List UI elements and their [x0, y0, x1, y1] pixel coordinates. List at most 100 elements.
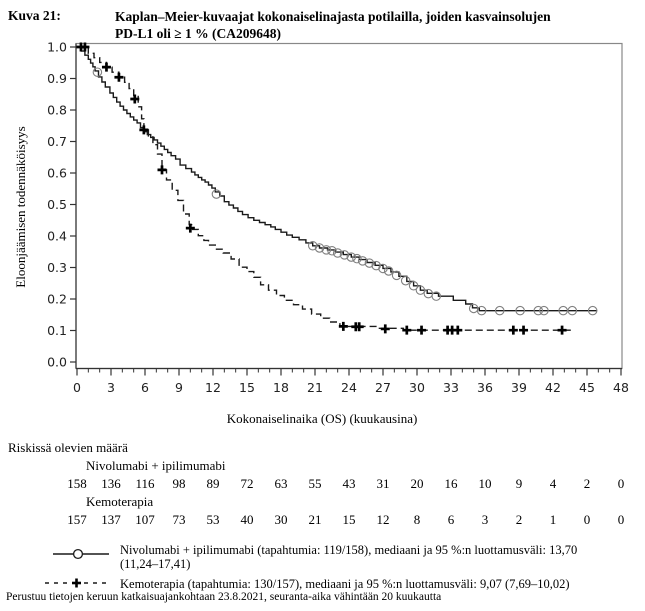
y-tick-label: 0.0 — [47, 354, 67, 369]
x-tick-label: 0 — [73, 380, 81, 395]
risk-row-kemoterapia: 157 137 107 73 53 40 30 21 15 12 8 6 3 2 1 0 0 — [0, 512, 645, 528]
figure-title-line2: PD-L1 oli ≥ 1 % (CA209648) — [115, 26, 282, 41]
x-tick-label: 30 — [409, 380, 425, 395]
risk-count: 10 — [478, 476, 492, 491]
y-tick-label: 0.6 — [47, 165, 67, 180]
censor-mark-plus — [139, 125, 149, 135]
risk-count: 0 — [617, 512, 625, 527]
x-tick-label: 12 — [205, 380, 221, 395]
censor-mark-plus — [354, 322, 364, 332]
x-tick-label: 9 — [175, 380, 183, 395]
censor-mark-plus — [508, 325, 518, 335]
km-curve-nivolumabi-ipilimumabi — [77, 46, 598, 312]
censor-mark-circle — [408, 281, 419, 291]
censor-mark-circle — [314, 243, 325, 253]
risk-count: 21 — [308, 512, 322, 527]
censor-mark-plus — [80, 42, 90, 52]
risk-count: 137 — [101, 512, 121, 527]
censor-mark-circle — [431, 291, 442, 301]
censor-mark-plus — [157, 165, 167, 175]
figure-title: Kaplan–Meier-kuvaajat kokonaiselinajasta… — [115, 8, 620, 42]
censor-mark-circle — [371, 260, 381, 271]
risk-count: 12 — [376, 512, 390, 527]
x-tick-label: 42 — [545, 380, 561, 395]
x-tick-label: 36 — [477, 380, 493, 395]
legend-entry-nivolumabi-ipilimumabi: Nivolumabi + ipilimumabi (tapahtumia: 11… — [120, 543, 635, 571]
footer-note: Perustuu tietojen keruun katkaisuajankoh… — [6, 591, 442, 603]
censor-mark-circle — [391, 270, 402, 281]
figure-number-label: Kuva 21: — [8, 8, 61, 23]
censor-mark-circle — [211, 189, 222, 199]
x-tick-label: 27 — [375, 380, 391, 395]
censor-mark-circle — [92, 67, 103, 77]
risk-table-title: Riskissä olevien määrä — [8, 440, 128, 455]
risk-count: 43 — [342, 476, 356, 491]
risk-count: 2 — [583, 476, 591, 491]
risk-row-nivolumabi-ipilimumabi: 158 136 116 98 89 72 63 55 43 31 20 16 10 9 4 2 0 — [0, 476, 645, 492]
x-axis-title: Kokonaiselinaika (OS) (kuukausina) — [226, 411, 418, 426]
censor-mark-circle — [378, 263, 388, 274]
risk-count: 15 — [342, 512, 356, 527]
censor-mark-circle — [515, 305, 525, 316]
risk-count: 20 — [410, 476, 424, 491]
y-tick-label: 0.4 — [47, 228, 67, 243]
censor-mark-plus — [402, 325, 412, 335]
x-tick-label: 48 — [613, 380, 629, 395]
risk-count: 3 — [481, 512, 489, 527]
x-tick-label: 21 — [307, 380, 323, 395]
km-curve-kemoterapia — [77, 46, 574, 331]
censor-mark-circle — [587, 305, 598, 316]
x-tick-label: 15 — [239, 380, 255, 395]
x-tick-label: 24 — [341, 380, 357, 395]
risk-group-label-nivolumabi-ipilimumabi: Nivolumabi + ipilimumabi — [86, 458, 226, 473]
plot-frame — [75, 42, 623, 370]
legend-entry-line1: Kemoterapia (tapahtumia: 130/157), media… — [120, 577, 570, 591]
censor-mark-plus — [338, 321, 348, 331]
risk-count: 53 — [206, 512, 220, 527]
censor-mark-circle — [364, 258, 375, 268]
y-axis-title: Eloonjäämisen todennäköisyys — [13, 126, 28, 288]
risk-count: 6 — [447, 512, 455, 527]
legend-entry-line1: Nivolumabi + ipilimumabi (tapahtumia: 11… — [120, 543, 578, 557]
y-tick-label: 0.3 — [47, 260, 67, 275]
risk-count: 16 — [444, 476, 458, 491]
censor-mark-plus — [380, 324, 390, 334]
y-tick-label: 0.8 — [47, 102, 67, 117]
risk-count: 0 — [617, 476, 625, 491]
risk-count: 40 — [240, 512, 254, 527]
risk-count: 4 — [549, 476, 557, 491]
risk-count: 0 — [583, 512, 591, 527]
censor-mark-circle — [357, 256, 368, 266]
legend-entry-kemoterapia: Kemoterapia (tapahtumia: 130/157), media… — [120, 577, 635, 591]
y-tick-label: 1.0 — [47, 39, 67, 54]
censor-mark-plus — [101, 62, 111, 72]
risk-count: 9 — [515, 476, 523, 491]
risk-count: 158 — [67, 476, 87, 491]
risk-count: 2 — [515, 512, 523, 527]
censor-mark-plus — [417, 325, 427, 335]
risk-count: 72 — [240, 476, 254, 491]
risk-count: 98 — [172, 476, 186, 491]
censor-mark-plus — [185, 223, 195, 233]
censor-mark-circle — [339, 250, 350, 260]
censor-mark-circle — [539, 305, 549, 316]
risk-count: 116 — [135, 476, 155, 491]
censor-mark-circle — [533, 305, 544, 316]
risk-count: 136 — [101, 476, 121, 491]
legend-symbol-dashed-line-plus-icon — [45, 578, 109, 588]
risk-count: 31 — [376, 476, 390, 491]
censor-mark-circle — [383, 266, 394, 276]
censor-mark-circle — [400, 275, 411, 286]
risk-count: 89 — [206, 476, 220, 491]
censor-mark-circle — [346, 252, 357, 262]
censor-mark-circle — [352, 253, 362, 264]
x-tick-label: 6 — [141, 380, 149, 395]
figure-title-line1: Kaplan–Meier-kuvaajat kokonaiselinajasta… — [115, 9, 551, 24]
x-tick-label: 45 — [579, 380, 595, 395]
y-tick-label: 0.1 — [47, 323, 67, 338]
censor-mark-circle — [415, 285, 426, 295]
risk-count: 1 — [549, 512, 557, 527]
censor-mark-circle — [327, 246, 337, 256]
censor-mark-circle — [321, 245, 332, 255]
